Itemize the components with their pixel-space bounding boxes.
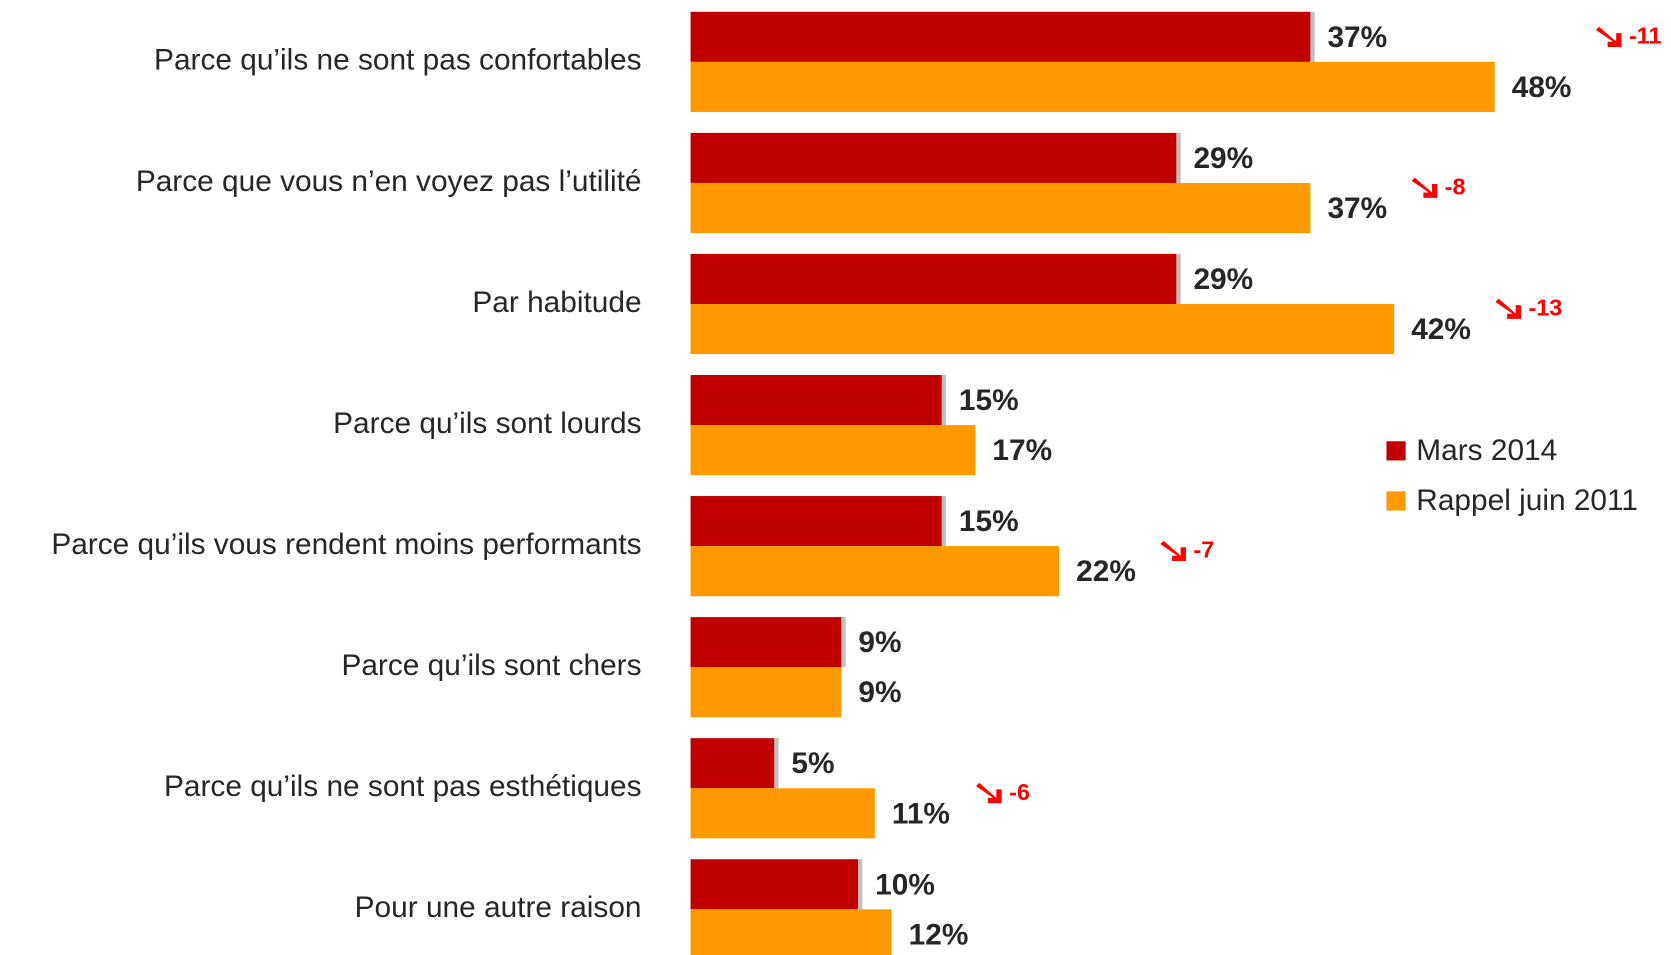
value-label: 48% — [1512, 71, 1572, 104]
value-label: 15% — [959, 384, 1019, 417]
bar-shadow — [941, 374, 947, 426]
bar — [690, 617, 842, 668]
annotation: -6 — [1009, 779, 1030, 805]
annotation: -7 — [1193, 537, 1214, 563]
category-label: Pour une autre raison — [355, 891, 642, 924]
bar — [690, 546, 1060, 597]
bar — [690, 788, 875, 839]
category-label: Parce qu’ils ne sont pas esthétiques — [164, 770, 642, 803]
category-label: Parce qu’ils sont lourds — [333, 407, 641, 440]
value-label: 37% — [1327, 192, 1387, 225]
bar-shadow — [774, 738, 779, 789]
value-label: 29% — [1193, 142, 1253, 175]
bar — [690, 496, 942, 547]
trend-arrow — [1160, 540, 1186, 562]
value-label: 15% — [959, 505, 1019, 538]
bar-shadow — [1176, 253, 1181, 305]
bar-shadow — [1176, 132, 1181, 183]
category-label: Parce que vous n’en voyez pas l’utilité — [136, 165, 642, 198]
bar-shadow — [1310, 11, 1315, 62]
value-label: 12% — [909, 918, 969, 951]
legend-swatch — [1386, 441, 1406, 461]
trend-arrow — [1595, 26, 1622, 47]
bar — [690, 425, 976, 476]
value-label: 29% — [1193, 263, 1253, 296]
value-label: 9% — [858, 626, 901, 659]
annotation: -8 — [1445, 173, 1466, 199]
category-label: Parce qu’ils ne sont pas confortables — [154, 44, 641, 77]
bar — [690, 909, 892, 955]
bar — [690, 132, 1177, 183]
bar — [690, 667, 842, 718]
bar — [690, 374, 942, 426]
bar — [690, 61, 1495, 112]
value-label: 17% — [992, 434, 1052, 467]
legend-label: Mars 2014 — [1416, 434, 1557, 467]
bar — [690, 11, 1311, 62]
bar — [690, 738, 775, 789]
bar — [690, 859, 859, 910]
legend-swatch — [1386, 491, 1406, 511]
value-label: 9% — [858, 676, 901, 709]
legend-label: Rappel juin 2011 — [1416, 484, 1638, 517]
annotation: -11 — [1629, 23, 1662, 49]
bar — [690, 253, 1177, 305]
trend-arrow — [1495, 298, 1521, 319]
value-label: 11% — [892, 797, 950, 830]
category-label: Parce qu’ils sont chers — [341, 649, 641, 682]
bar-shadow — [841, 617, 846, 668]
bar — [690, 182, 1311, 234]
trend-arrow — [976, 782, 1002, 804]
category-label: Parce qu’ils vous rendent moins performa… — [51, 528, 641, 561]
category-label: Par habitude — [472, 286, 641, 319]
value-label: 37% — [1327, 21, 1387, 54]
bar-shadow — [858, 859, 863, 910]
bar-shadow — [941, 496, 947, 547]
annotation: -13 — [1528, 295, 1562, 321]
value-label: 22% — [1076, 555, 1136, 588]
bar — [690, 304, 1395, 355]
value-label: 42% — [1411, 313, 1471, 346]
trend-arrow — [1411, 177, 1438, 198]
value-label: 5% — [791, 747, 834, 780]
value-label: 10% — [875, 868, 935, 901]
